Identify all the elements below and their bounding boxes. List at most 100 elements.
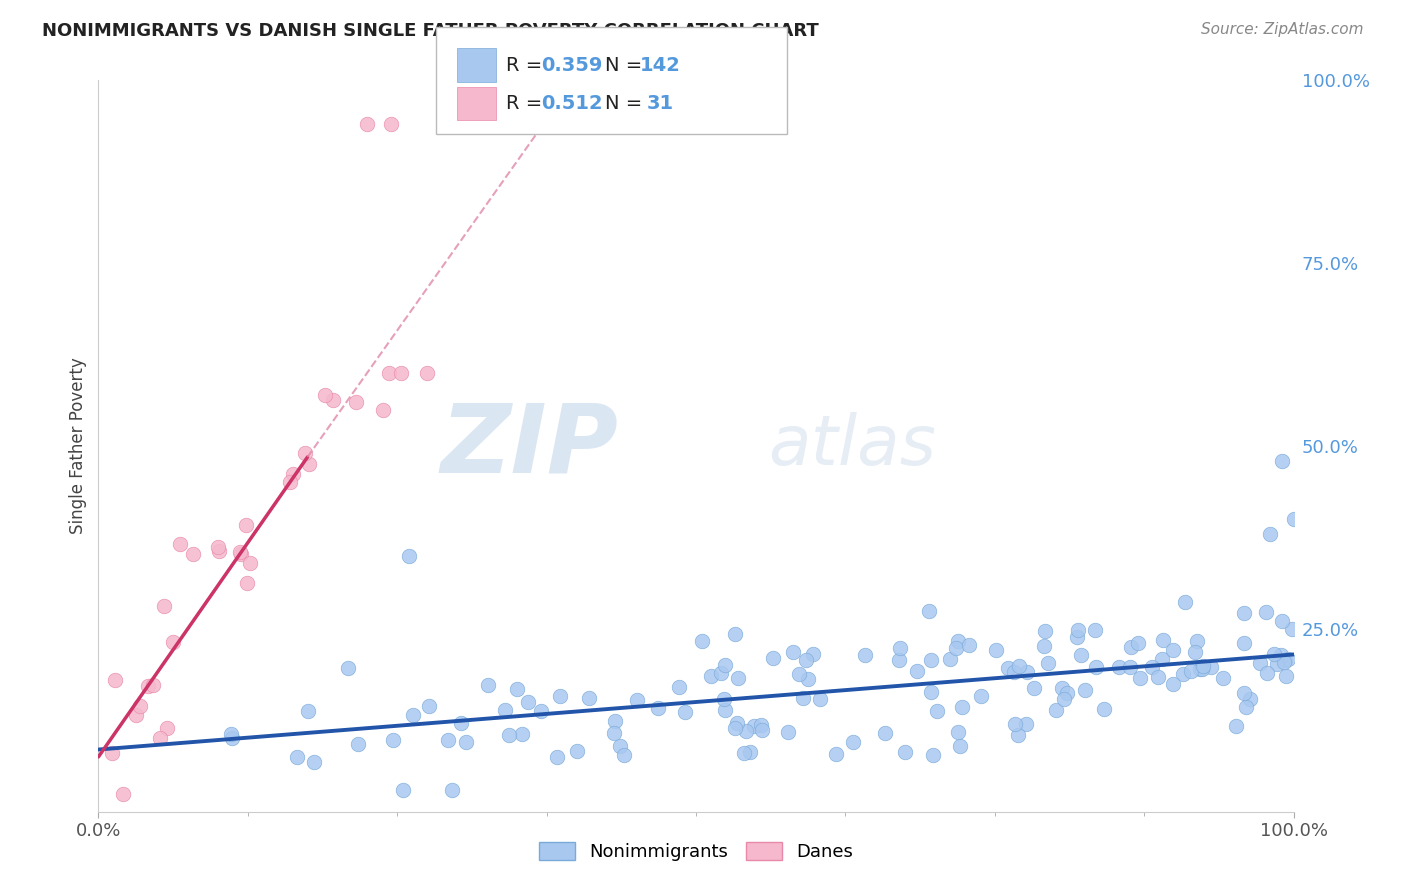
Danes (129, 699, 152, 714)
Text: 0.512: 0.512 (541, 94, 603, 113)
Nonimmigrants (794, 653, 817, 667)
Danes (416, 366, 439, 380)
Nonimmigrants (1161, 677, 1184, 691)
Danes (229, 545, 252, 559)
Nonimmigrants (1126, 636, 1149, 650)
Text: ZIP: ZIP (440, 400, 619, 492)
Nonimmigrants (1032, 639, 1054, 653)
Nonimmigrants (1270, 648, 1292, 662)
Nonimmigrants (801, 647, 824, 661)
Danes (235, 517, 257, 532)
Danes (104, 673, 127, 688)
Nonimmigrants (1212, 671, 1234, 685)
Danes (125, 707, 148, 722)
Nonimmigrants (285, 749, 308, 764)
Nonimmigrants (1150, 651, 1173, 665)
Nonimmigrants (713, 692, 735, 706)
Nonimmigrants (713, 658, 735, 673)
Nonimmigrants (1045, 703, 1067, 717)
Nonimmigrants (825, 747, 848, 761)
Danes (112, 787, 135, 801)
Danes (297, 457, 319, 471)
Nonimmigrants (950, 700, 973, 714)
Nonimmigrants (1274, 653, 1296, 667)
Nonimmigrants (1171, 666, 1194, 681)
Nonimmigrants (948, 634, 970, 648)
Nonimmigrants (565, 744, 588, 758)
Nonimmigrants (1254, 605, 1277, 619)
Nonimmigrants (1272, 655, 1295, 669)
Nonimmigrants (1056, 686, 1078, 700)
Nonimmigrants (1271, 453, 1294, 467)
Nonimmigrants (1004, 716, 1026, 731)
Nonimmigrants (398, 549, 420, 563)
Danes (371, 403, 394, 417)
Nonimmigrants (1233, 606, 1256, 620)
Nonimmigrants (922, 748, 945, 763)
Nonimmigrants (494, 703, 516, 717)
Nonimmigrants (1008, 658, 1031, 673)
Danes (153, 599, 176, 613)
Nonimmigrants (1108, 660, 1130, 674)
Legend: Nonimmigrants, Danes: Nonimmigrants, Danes (531, 835, 860, 869)
Nonimmigrants (1191, 663, 1213, 677)
Nonimmigrants (1152, 632, 1174, 647)
Danes (294, 446, 316, 460)
Nonimmigrants (946, 724, 969, 739)
Nonimmigrants (997, 660, 1019, 674)
Danes (344, 395, 367, 409)
Nonimmigrants (797, 672, 820, 686)
Nonimmigrants (1067, 624, 1090, 638)
Nonimmigrants (792, 691, 814, 706)
Nonimmigrants (382, 732, 405, 747)
Nonimmigrants (498, 728, 520, 742)
Nonimmigrants (1271, 614, 1294, 628)
Nonimmigrants (1233, 636, 1256, 650)
Danes (156, 721, 179, 735)
Nonimmigrants (450, 716, 472, 731)
Nonimmigrants (740, 745, 762, 759)
Nonimmigrants (1258, 526, 1281, 541)
Nonimmigrants (894, 746, 917, 760)
Nonimmigrants (782, 645, 804, 659)
Nonimmigrants (1281, 622, 1303, 636)
Text: 142: 142 (640, 55, 681, 75)
Nonimmigrants (1024, 681, 1046, 695)
Danes (356, 117, 378, 131)
Nonimmigrants (402, 707, 425, 722)
Nonimmigrants (1161, 643, 1184, 657)
Nonimmigrants (441, 783, 464, 797)
Danes (322, 392, 344, 407)
Nonimmigrants (603, 714, 626, 729)
Nonimmigrants (1033, 624, 1056, 639)
Nonimmigrants (1174, 595, 1197, 609)
Nonimmigrants (673, 706, 696, 720)
Nonimmigrants (1002, 665, 1025, 679)
Nonimmigrants (530, 704, 553, 718)
Nonimmigrants (742, 719, 765, 733)
Nonimmigrants (1017, 665, 1039, 679)
Nonimmigrants (346, 737, 368, 751)
Text: R =: R = (506, 94, 548, 113)
Nonimmigrants (1038, 657, 1060, 671)
Text: 31: 31 (647, 94, 673, 113)
Nonimmigrants (221, 731, 243, 746)
Nonimmigrants (603, 726, 626, 740)
Nonimmigrants (986, 643, 1008, 657)
Nonimmigrants (1121, 640, 1143, 654)
Nonimmigrants (733, 746, 755, 760)
Nonimmigrants (609, 739, 631, 753)
Danes (280, 475, 302, 490)
Nonimmigrants (1275, 669, 1298, 683)
Nonimmigrants (336, 661, 359, 675)
Nonimmigrants (1201, 660, 1223, 674)
Danes (148, 731, 170, 746)
Nonimmigrants (762, 650, 785, 665)
Nonimmigrants (925, 704, 948, 718)
Nonimmigrants (789, 667, 811, 681)
Nonimmigrants (578, 690, 600, 705)
Text: R =: R = (506, 55, 548, 75)
Nonimmigrants (304, 755, 326, 769)
Nonimmigrants (751, 723, 773, 737)
Nonimmigrants (873, 726, 896, 740)
